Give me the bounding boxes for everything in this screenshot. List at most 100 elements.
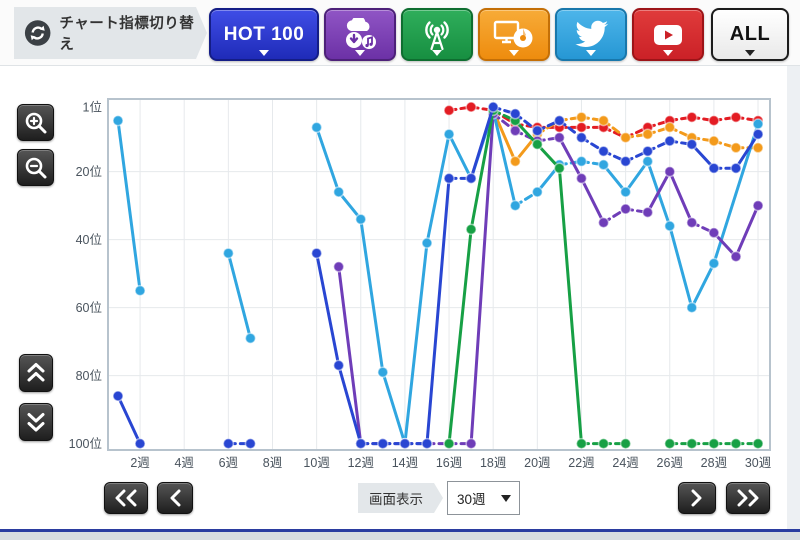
data-point-twitter bbox=[355, 213, 367, 225]
svg-text:24週: 24週 bbox=[612, 456, 639, 470]
data-point-youtube bbox=[575, 121, 588, 134]
data-point-download bbox=[752, 199, 764, 212]
data-point-radio bbox=[553, 162, 566, 174]
youtube-play-icon bbox=[654, 24, 682, 45]
data-point-download bbox=[332, 261, 345, 273]
data-point-twitter bbox=[421, 237, 433, 249]
twitter-metric-button[interactable] bbox=[555, 8, 627, 61]
chevron-down-icon bbox=[745, 50, 755, 56]
svg-text:28週: 28週 bbox=[701, 456, 728, 470]
data-point-hot100 bbox=[355, 437, 367, 450]
chevron-down-icon bbox=[355, 50, 365, 56]
data-point-radio bbox=[708, 437, 720, 450]
chevron-down-icon bbox=[259, 50, 269, 56]
twitter-bird-icon bbox=[575, 20, 609, 47]
svg-text:16週: 16週 bbox=[436, 456, 463, 470]
hot100-button-label: HOT 100 bbox=[223, 23, 305, 45]
data-point-sales bbox=[619, 131, 632, 144]
zoom-in-button[interactable] bbox=[17, 104, 54, 141]
radio-tower-icon bbox=[425, 20, 449, 50]
data-point-radio bbox=[664, 437, 676, 450]
svg-text:40位: 40位 bbox=[76, 232, 102, 247]
chart-metric-switch-label: チャート指標切り替え bbox=[14, 7, 207, 59]
footer-divider bbox=[0, 529, 800, 532]
svg-text:100位: 100位 bbox=[69, 436, 102, 451]
data-point-sales bbox=[708, 135, 720, 147]
data-point-twitter bbox=[332, 186, 345, 198]
download-metric-button[interactable] bbox=[324, 8, 396, 61]
series-radio bbox=[443, 104, 764, 450]
data-point-hot100 bbox=[222, 437, 235, 450]
scroll-up-button[interactable] bbox=[19, 354, 53, 392]
svg-text:18週: 18週 bbox=[480, 456, 507, 470]
pc-disc-icon bbox=[493, 20, 533, 47]
data-point-radio bbox=[597, 437, 610, 450]
data-point-radio bbox=[443, 437, 455, 450]
svg-text:26週: 26週 bbox=[657, 456, 684, 470]
switch-label-text: チャート指標切り替え bbox=[59, 16, 195, 53]
data-point-download bbox=[509, 125, 522, 137]
svg-text:60位: 60位 bbox=[76, 300, 102, 315]
data-point-hot100 bbox=[575, 131, 588, 144]
data-point-sales bbox=[664, 121, 676, 134]
double-chevron-right-icon bbox=[737, 489, 759, 507]
label-arrow bbox=[196, 7, 207, 59]
data-point-download bbox=[641, 206, 654, 219]
page-first-button[interactable] bbox=[104, 482, 148, 514]
data-point-twitter bbox=[244, 332, 257, 344]
data-point-hot100 bbox=[752, 128, 764, 140]
data-point-download bbox=[597, 216, 610, 229]
page-prev-button[interactable] bbox=[157, 482, 193, 514]
sales-metric-button[interactable] bbox=[478, 8, 550, 61]
series-hot100 bbox=[112, 101, 764, 450]
hot100-button[interactable]: HOT 100 bbox=[209, 8, 319, 61]
data-point-sales bbox=[641, 128, 654, 140]
rank-chart-plot[interactable]: 1位 20位 40位 60位 80位 100位 2週 4週 6週 8週 10週 12週 14週 16週 18… bbox=[0, 66, 800, 478]
data-point-radio bbox=[575, 437, 588, 450]
data-point-radio bbox=[752, 437, 764, 450]
svg-text:2週: 2週 bbox=[130, 456, 150, 470]
svg-text:12週: 12週 bbox=[348, 456, 375, 470]
plot-border bbox=[107, 98, 771, 451]
footer-strip bbox=[0, 532, 800, 540]
data-point-download bbox=[708, 227, 720, 239]
data-point-hot100 bbox=[134, 437, 146, 450]
double-chevron-up-icon bbox=[27, 363, 45, 382]
chevron-left-icon bbox=[170, 489, 181, 507]
youtube-metric-button[interactable] bbox=[632, 8, 704, 61]
zoom-in-icon bbox=[25, 112, 46, 133]
data-point-twitter bbox=[531, 186, 544, 198]
data-point-twitter bbox=[575, 155, 588, 168]
svg-text:6週: 6週 bbox=[219, 456, 239, 470]
data-point-twitter bbox=[597, 159, 610, 171]
x-axis-labels: 2週 4週 6週 8週 10週 12週 14週 16週 18週 20週 22週 24週 26週 28週 30… bbox=[130, 456, 771, 470]
double-chevron-down-icon bbox=[27, 413, 45, 432]
right-gutter bbox=[787, 66, 800, 529]
zoom-out-button[interactable] bbox=[17, 149, 54, 186]
svg-text:30週: 30週 bbox=[745, 456, 772, 470]
data-point-download bbox=[553, 131, 566, 144]
data-point-twitter bbox=[752, 118, 764, 130]
page-next-button[interactable] bbox=[678, 482, 716, 514]
cloud-download-icon bbox=[346, 17, 376, 49]
data-point-hot100 bbox=[399, 437, 411, 450]
data-point-youtube bbox=[686, 111, 698, 123]
data-point-sales bbox=[597, 114, 610, 127]
data-point-download bbox=[575, 172, 588, 185]
range-select[interactable]: 30週 bbox=[447, 481, 520, 515]
all-button-label: ALL bbox=[729, 23, 771, 45]
zoom-out-icon bbox=[25, 157, 46, 178]
data-point-hot100 bbox=[377, 437, 389, 450]
header-bar: チャート指標切り替え HOT 100 bbox=[0, 0, 800, 66]
radio-metric-button[interactable] bbox=[401, 8, 473, 61]
scroll-down-button[interactable] bbox=[19, 403, 53, 441]
svg-text:4週: 4週 bbox=[174, 456, 194, 470]
data-point-hot100 bbox=[465, 172, 477, 185]
all-metrics-button[interactable]: ALL bbox=[711, 8, 789, 61]
data-point-sales bbox=[575, 111, 588, 123]
page-last-button[interactable] bbox=[726, 482, 770, 514]
data-point-radio bbox=[619, 437, 632, 450]
data-point-hot100 bbox=[509, 108, 522, 120]
data-point-download bbox=[686, 216, 698, 229]
